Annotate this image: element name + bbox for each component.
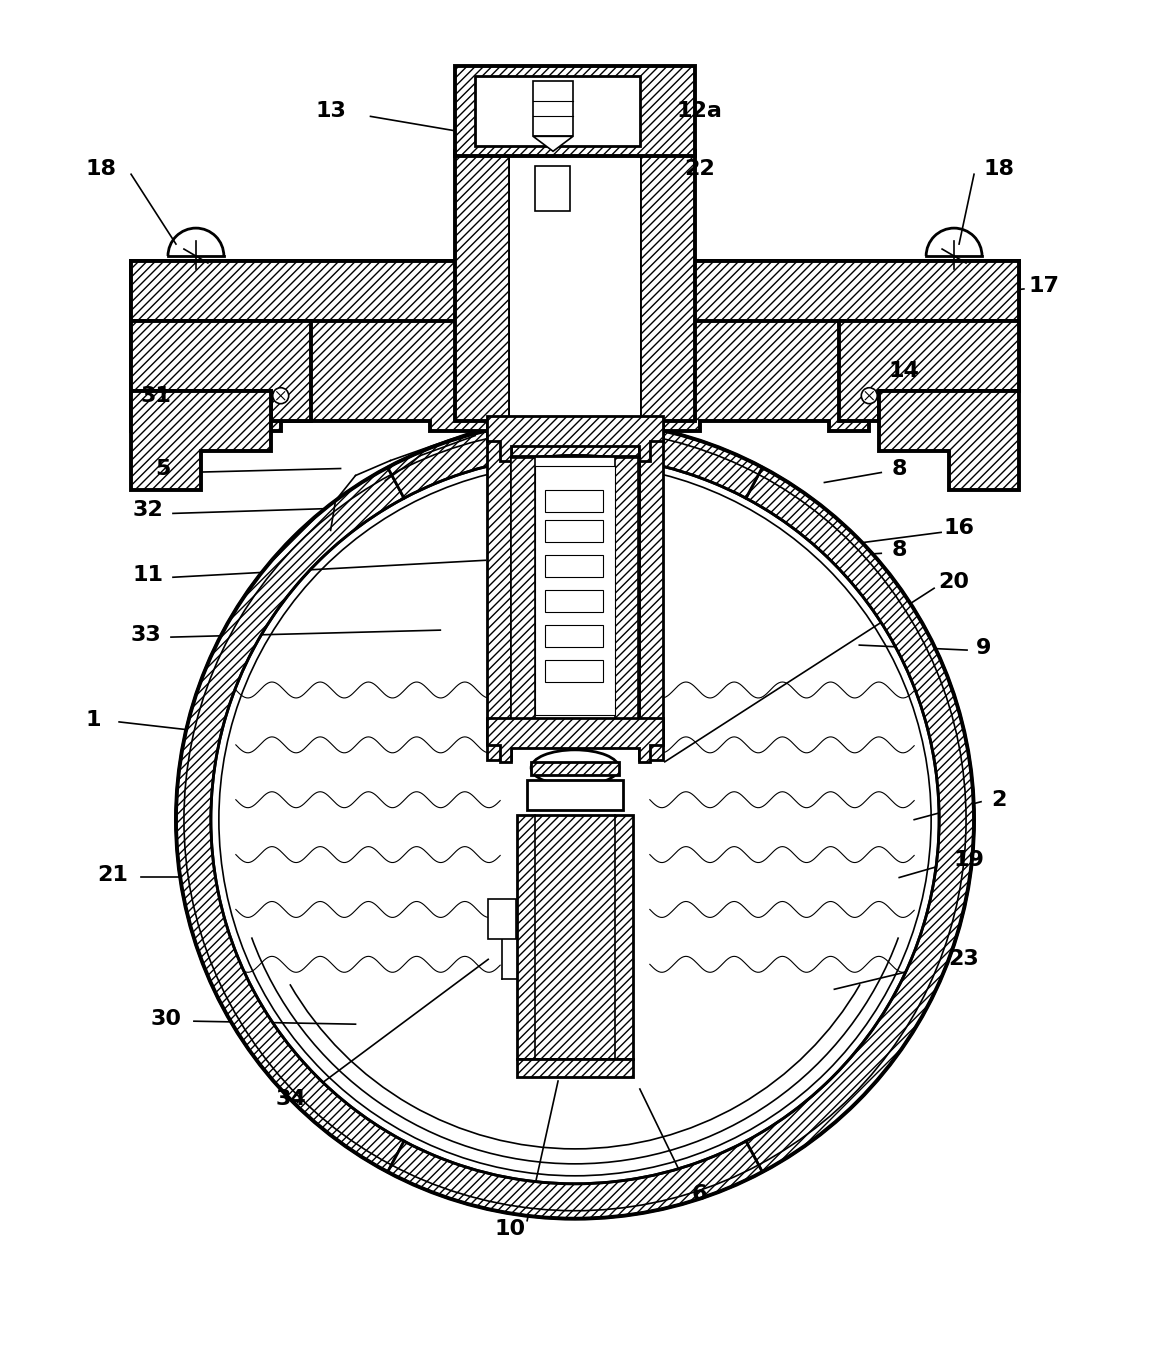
Text: 9: 9 bbox=[976, 638, 991, 658]
Text: 22: 22 bbox=[684, 159, 715, 179]
Polygon shape bbox=[131, 261, 1019, 431]
Polygon shape bbox=[131, 261, 1019, 320]
Text: 11: 11 bbox=[132, 565, 163, 586]
Text: 16: 16 bbox=[943, 519, 974, 538]
Polygon shape bbox=[880, 390, 1019, 490]
Text: 8: 8 bbox=[891, 459, 907, 479]
Bar bbox=[511, 456, 639, 720]
Polygon shape bbox=[639, 420, 662, 760]
Circle shape bbox=[861, 387, 877, 404]
Polygon shape bbox=[131, 320, 310, 420]
Text: 8: 8 bbox=[891, 541, 907, 560]
Text: 30: 30 bbox=[151, 1009, 182, 1029]
Bar bbox=[545, 520, 603, 542]
Text: 34: 34 bbox=[275, 1088, 306, 1109]
Polygon shape bbox=[518, 815, 632, 1060]
Bar bbox=[545, 490, 603, 512]
Polygon shape bbox=[534, 137, 573, 152]
Text: 18: 18 bbox=[983, 159, 1014, 179]
Polygon shape bbox=[615, 457, 638, 717]
Text: 21: 21 bbox=[98, 865, 129, 884]
Bar bbox=[518, 1060, 632, 1077]
Wedge shape bbox=[176, 467, 404, 1172]
Bar bbox=[535, 166, 570, 211]
Polygon shape bbox=[531, 761, 619, 775]
Text: 23: 23 bbox=[949, 949, 980, 969]
Text: 19: 19 bbox=[953, 850, 984, 869]
Bar bbox=[545, 626, 603, 648]
Polygon shape bbox=[455, 67, 695, 156]
Text: 31: 31 bbox=[140, 386, 171, 405]
Text: 14: 14 bbox=[889, 361, 920, 381]
Text: 13: 13 bbox=[315, 101, 346, 122]
Bar bbox=[545, 660, 603, 682]
Polygon shape bbox=[488, 717, 662, 761]
Text: 17: 17 bbox=[1028, 277, 1059, 296]
Wedge shape bbox=[746, 467, 974, 1172]
Text: 33: 33 bbox=[131, 626, 161, 645]
Text: 32: 32 bbox=[132, 501, 163, 520]
Circle shape bbox=[273, 387, 289, 404]
Bar bbox=[475, 77, 639, 146]
Circle shape bbox=[213, 457, 937, 1181]
Bar bbox=[545, 556, 603, 578]
Text: 2: 2 bbox=[991, 790, 1006, 809]
Bar bbox=[535, 465, 615, 715]
Text: 20: 20 bbox=[938, 572, 969, 593]
Polygon shape bbox=[488, 416, 662, 460]
Polygon shape bbox=[840, 320, 1019, 420]
Polygon shape bbox=[639, 152, 695, 420]
Text: 1: 1 bbox=[85, 711, 101, 730]
Text: 18: 18 bbox=[85, 159, 116, 179]
Bar bbox=[527, 780, 623, 809]
Bar bbox=[511, 152, 639, 420]
Polygon shape bbox=[131, 390, 270, 490]
Bar bbox=[534, 82, 573, 137]
Bar bbox=[545, 590, 603, 612]
Polygon shape bbox=[455, 152, 511, 420]
Text: 6: 6 bbox=[692, 1184, 707, 1203]
Wedge shape bbox=[388, 1142, 762, 1218]
Text: 5: 5 bbox=[155, 459, 170, 479]
Wedge shape bbox=[388, 420, 762, 498]
Text: 12a: 12a bbox=[676, 101, 722, 122]
Polygon shape bbox=[488, 420, 511, 760]
Text: 10: 10 bbox=[494, 1218, 526, 1239]
Polygon shape bbox=[511, 457, 535, 717]
Bar bbox=[489, 899, 516, 939]
